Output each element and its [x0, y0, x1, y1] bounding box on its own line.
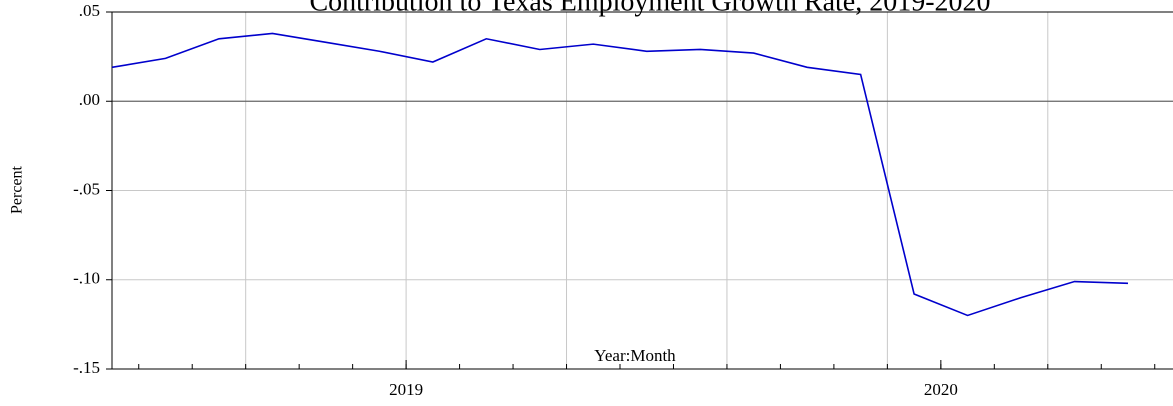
- y-tick-label: -.15: [73, 358, 100, 377]
- y-tick-label: .00: [79, 90, 100, 109]
- y-axis-label: Percent: [9, 165, 26, 214]
- y-tick-label: .05: [79, 1, 100, 20]
- x-axis-label: Year:Month: [594, 346, 676, 365]
- x-group-label: 2019: [389, 380, 423, 399]
- y-tick-label: -.05: [73, 179, 100, 198]
- y-tick-label: -.10: [73, 269, 100, 288]
- plot-frame: [111, 11, 1173, 370]
- x-group-label: 2020: [924, 380, 958, 399]
- series-line: [111, 32, 1129, 317]
- chart-title: Contribution to Texas Employment Growth …: [309, 0, 990, 17]
